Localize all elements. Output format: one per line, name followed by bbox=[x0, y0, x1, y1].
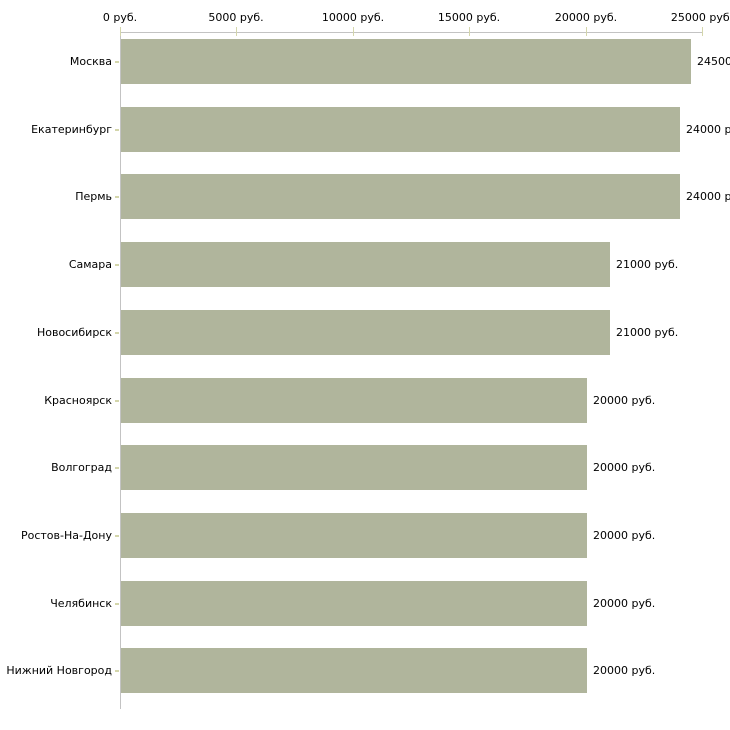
x-axis-tick-label: 0 руб. bbox=[102, 11, 138, 24]
y-axis-tick bbox=[115, 467, 119, 469]
x-axis-line bbox=[120, 32, 703, 33]
category-label: Екатеринбург bbox=[31, 123, 112, 136]
value-label: 24500 руб. bbox=[697, 55, 730, 68]
bar bbox=[121, 513, 587, 558]
value-label: 20000 руб. bbox=[593, 597, 656, 610]
x-axis-tick-label: 5000 руб. bbox=[208, 11, 264, 24]
y-axis-tick bbox=[115, 603, 119, 605]
value-label: 20000 руб. bbox=[593, 664, 656, 677]
bar bbox=[121, 648, 587, 693]
y-axis-tick bbox=[115, 196, 119, 198]
bar bbox=[121, 242, 610, 287]
x-axis-tick-label: 10000 руб. bbox=[321, 11, 385, 24]
x-axis-tick-label: 15000 руб. bbox=[437, 11, 501, 24]
bar bbox=[121, 581, 587, 626]
y-axis-tick bbox=[115, 129, 119, 131]
value-label: 24000 руб. bbox=[686, 190, 730, 203]
value-label: 20000 руб. bbox=[593, 529, 656, 542]
x-axis-tick-label: 20000 руб. bbox=[554, 11, 618, 24]
bar bbox=[121, 174, 680, 219]
y-axis-tick bbox=[115, 535, 119, 537]
x-axis-tick bbox=[702, 27, 703, 36]
y-axis-tick bbox=[115, 332, 119, 334]
bar bbox=[121, 107, 680, 152]
x-axis-tick bbox=[236, 27, 237, 36]
y-axis-tick bbox=[115, 670, 119, 672]
value-label: 21000 руб. bbox=[616, 326, 679, 339]
value-label: 21000 руб. bbox=[616, 258, 679, 271]
category-label: Челябинск bbox=[50, 597, 112, 610]
x-axis-tick bbox=[353, 27, 354, 36]
category-label: Красноярск bbox=[44, 394, 112, 407]
category-label: Новосибирск bbox=[36, 326, 112, 339]
x-axis-tick bbox=[586, 27, 587, 36]
value-label: 20000 руб. bbox=[593, 394, 656, 407]
category-label: Волгоград bbox=[51, 461, 112, 474]
y-axis-tick bbox=[115, 264, 119, 266]
bar bbox=[121, 310, 610, 355]
x-axis-tick bbox=[120, 27, 121, 36]
x-axis-tick-label: 25000 руб. bbox=[670, 11, 730, 24]
x-axis-tick bbox=[469, 27, 470, 36]
bar bbox=[121, 39, 691, 84]
y-axis-tick bbox=[115, 61, 119, 63]
category-label: Москва bbox=[69, 55, 112, 68]
y-axis-tick bbox=[115, 400, 119, 402]
value-label: 24000 руб. bbox=[686, 123, 730, 136]
bar bbox=[121, 445, 587, 490]
bar bbox=[121, 378, 587, 423]
category-label: Ростов-На-Дону bbox=[20, 529, 112, 542]
category-label: Нижний Новгород bbox=[6, 664, 112, 677]
value-label: 20000 руб. bbox=[593, 461, 656, 474]
y-axis-line bbox=[120, 32, 121, 709]
category-label: Самара bbox=[68, 258, 112, 271]
category-label: Пермь bbox=[75, 190, 112, 203]
